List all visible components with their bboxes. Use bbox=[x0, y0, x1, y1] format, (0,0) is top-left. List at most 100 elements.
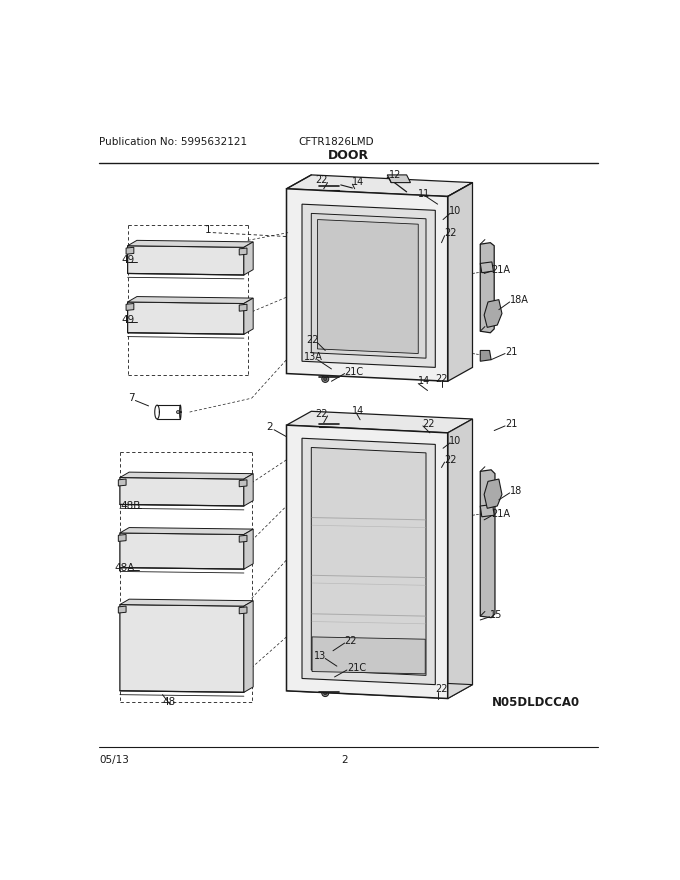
Polygon shape bbox=[120, 528, 253, 534]
Text: 10: 10 bbox=[449, 436, 462, 445]
Text: 7: 7 bbox=[128, 393, 134, 403]
Polygon shape bbox=[318, 219, 418, 354]
Text: 22: 22 bbox=[435, 685, 448, 694]
Polygon shape bbox=[239, 535, 247, 542]
Text: 14: 14 bbox=[352, 177, 364, 187]
Text: 2: 2 bbox=[267, 422, 273, 432]
Text: 18A: 18A bbox=[510, 296, 528, 305]
Text: 48B: 48B bbox=[120, 501, 141, 511]
Text: DOOR: DOOR bbox=[328, 149, 369, 162]
Text: 21: 21 bbox=[505, 347, 517, 357]
Polygon shape bbox=[484, 479, 502, 509]
Text: 13A: 13A bbox=[303, 352, 322, 363]
Polygon shape bbox=[128, 297, 253, 304]
Polygon shape bbox=[128, 246, 244, 275]
Text: 22: 22 bbox=[444, 455, 456, 465]
Text: 21A: 21A bbox=[491, 265, 510, 275]
Polygon shape bbox=[480, 350, 491, 362]
Text: 05/13: 05/13 bbox=[99, 755, 129, 765]
Circle shape bbox=[324, 378, 327, 380]
Polygon shape bbox=[480, 262, 494, 273]
Polygon shape bbox=[447, 419, 473, 699]
Polygon shape bbox=[118, 606, 126, 613]
Polygon shape bbox=[311, 213, 426, 358]
Text: 11: 11 bbox=[418, 189, 430, 199]
Polygon shape bbox=[244, 601, 253, 693]
Text: 15: 15 bbox=[490, 611, 502, 620]
Polygon shape bbox=[244, 473, 253, 506]
Text: 22: 22 bbox=[345, 635, 357, 646]
Polygon shape bbox=[286, 425, 447, 699]
Polygon shape bbox=[120, 533, 244, 569]
Polygon shape bbox=[447, 182, 473, 381]
Text: 14: 14 bbox=[418, 377, 430, 386]
Text: 10: 10 bbox=[449, 206, 462, 216]
Polygon shape bbox=[128, 302, 244, 334]
Circle shape bbox=[324, 424, 327, 428]
Text: 1: 1 bbox=[205, 225, 211, 235]
Polygon shape bbox=[286, 411, 473, 433]
Text: 14: 14 bbox=[352, 406, 364, 415]
Text: 22: 22 bbox=[315, 408, 328, 419]
Circle shape bbox=[439, 201, 445, 208]
Circle shape bbox=[439, 440, 445, 446]
Polygon shape bbox=[286, 677, 473, 699]
Circle shape bbox=[439, 368, 445, 374]
Polygon shape bbox=[120, 599, 253, 606]
FancyBboxPatch shape bbox=[351, 182, 369, 192]
Polygon shape bbox=[239, 248, 247, 255]
Polygon shape bbox=[120, 478, 244, 506]
Polygon shape bbox=[244, 529, 253, 569]
Text: 22: 22 bbox=[307, 335, 319, 346]
Text: 49: 49 bbox=[122, 315, 135, 325]
Text: 18: 18 bbox=[510, 486, 522, 495]
Polygon shape bbox=[126, 304, 134, 311]
Polygon shape bbox=[239, 480, 247, 487]
Polygon shape bbox=[480, 470, 495, 618]
Text: 21C: 21C bbox=[347, 663, 366, 672]
Text: 21: 21 bbox=[505, 419, 517, 429]
Polygon shape bbox=[118, 534, 126, 541]
Polygon shape bbox=[480, 243, 494, 333]
Text: 48: 48 bbox=[163, 697, 175, 708]
Polygon shape bbox=[118, 479, 126, 486]
Text: 22: 22 bbox=[315, 175, 328, 186]
Polygon shape bbox=[286, 175, 473, 196]
Text: 22: 22 bbox=[444, 229, 456, 238]
Text: Publication No: 5995632121: Publication No: 5995632121 bbox=[99, 136, 247, 147]
Text: CFTR1826LMD: CFTR1826LMD bbox=[298, 136, 374, 147]
Polygon shape bbox=[302, 438, 435, 685]
Polygon shape bbox=[312, 637, 425, 674]
Polygon shape bbox=[244, 242, 253, 275]
Circle shape bbox=[324, 692, 327, 694]
Circle shape bbox=[322, 185, 328, 192]
Circle shape bbox=[322, 376, 328, 383]
Polygon shape bbox=[126, 247, 134, 254]
Polygon shape bbox=[239, 607, 247, 614]
Circle shape bbox=[439, 681, 445, 688]
Polygon shape bbox=[286, 188, 447, 381]
Circle shape bbox=[322, 690, 328, 697]
Polygon shape bbox=[120, 605, 244, 693]
Text: 22: 22 bbox=[435, 374, 448, 384]
Polygon shape bbox=[387, 175, 411, 182]
Polygon shape bbox=[128, 240, 253, 247]
Text: 2: 2 bbox=[341, 755, 348, 765]
Text: 12: 12 bbox=[389, 170, 401, 180]
Polygon shape bbox=[120, 472, 253, 479]
Text: 21C: 21C bbox=[345, 367, 364, 377]
Text: 21A: 21A bbox=[491, 509, 510, 518]
Polygon shape bbox=[302, 204, 435, 368]
Circle shape bbox=[324, 187, 327, 189]
Polygon shape bbox=[484, 299, 502, 327]
Text: 22: 22 bbox=[422, 419, 435, 429]
Text: 13: 13 bbox=[314, 651, 326, 661]
Polygon shape bbox=[480, 504, 494, 517]
Circle shape bbox=[176, 410, 180, 414]
Text: 49: 49 bbox=[122, 254, 135, 265]
Text: N05DLDCCA0: N05DLDCCA0 bbox=[492, 696, 580, 709]
Polygon shape bbox=[311, 447, 426, 676]
Polygon shape bbox=[244, 298, 253, 334]
Text: 48A: 48A bbox=[114, 562, 135, 573]
Circle shape bbox=[322, 422, 328, 429]
